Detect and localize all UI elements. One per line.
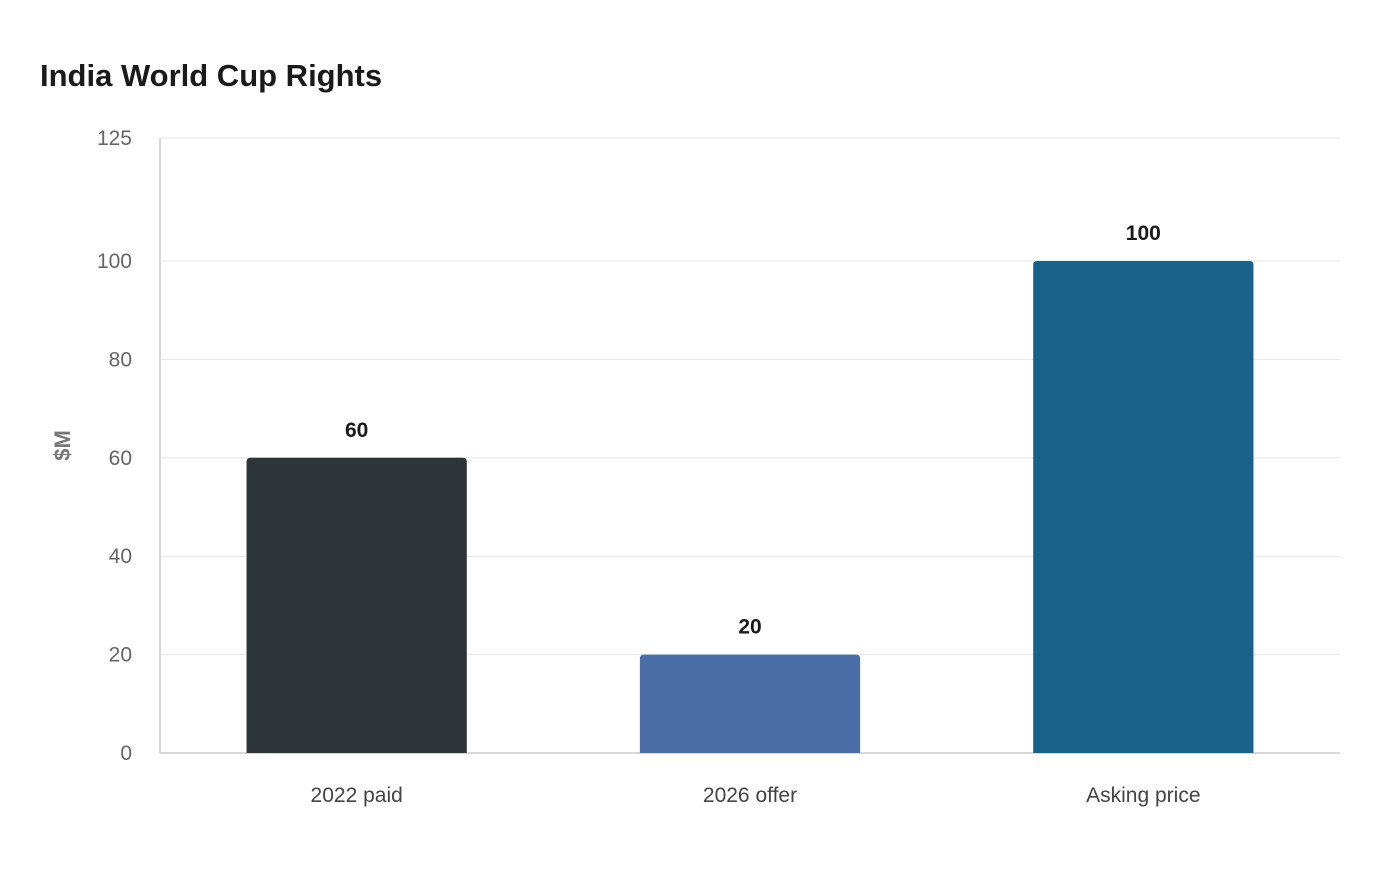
y-axis-label: $M <box>50 430 75 461</box>
bar-asking-price <box>1033 261 1254 753</box>
bar-2026-offer <box>639 654 861 753</box>
x-category-label: 2026 offer <box>703 784 797 807</box>
bar-2022-paid <box>246 457 467 753</box>
bars <box>246 261 1254 753</box>
data-label: 60 <box>345 419 368 442</box>
y-tick-label: 20 <box>109 644 132 667</box>
chart-title: India World Cup Rights <box>40 58 383 93</box>
data-labels: 60 20 100 <box>345 222 1161 639</box>
x-category-label: 2022 paid <box>311 784 403 807</box>
y-tick-label: 125 <box>97 127 132 150</box>
y-tick-labels: 0 20 40 60 80 100 125 <box>97 127 132 765</box>
y-tick-label: 0 <box>120 742 132 765</box>
y-tick-label: 80 <box>109 348 132 371</box>
y-tick-label: 100 <box>97 250 132 273</box>
x-category-label: Asking price <box>1086 784 1200 807</box>
y-tick-label: 40 <box>109 545 132 568</box>
data-label: 20 <box>738 616 761 639</box>
data-label: 100 <box>1126 222 1161 245</box>
y-tick-label: 60 <box>109 447 132 470</box>
category-labels: 2022 paid 2026 offer Asking price <box>311 784 1201 807</box>
